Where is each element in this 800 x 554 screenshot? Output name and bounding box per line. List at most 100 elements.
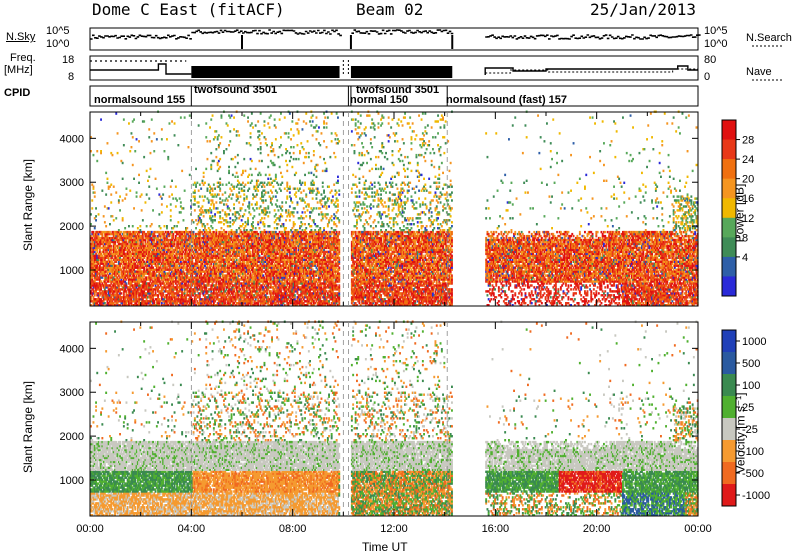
heatmap-cell: [93, 154, 95, 156]
heatmap-cell: [195, 168, 197, 170]
heatmap-cell: [91, 199, 93, 201]
heatmap-cell: [170, 209, 172, 211]
heatmap-cell: [115, 191, 117, 193]
heatmap-cell: [164, 186, 166, 188]
heatmap-cell: [112, 154, 114, 156]
nave-dotted: [343, 60, 348, 74]
heatmap-cell: [148, 186, 150, 188]
heatmap-cell: [155, 178, 157, 180]
heatmap-cell: [161, 138, 163, 140]
heatmap-cell: [98, 213, 100, 215]
heatmap-cell: [169, 195, 171, 197]
heatmap-cell: [91, 207, 93, 209]
heatmap-cell: [177, 144, 179, 146]
heatmap-cell: [136, 191, 138, 193]
heatmap-cell: [141, 209, 143, 211]
heatmap-cell: [100, 150, 102, 152]
heatmap-cell: [110, 245, 112, 247]
heatmap-cell: [174, 122, 176, 124]
heatmap-cell: [177, 221, 179, 223]
heatmap-cell: [190, 199, 192, 201]
heatmap-cell: [133, 118, 135, 120]
heatmap-cell: [162, 193, 164, 195]
heatmap-cell: [195, 219, 197, 221]
heatmap-cell: [188, 146, 190, 148]
heatmap-cell: [118, 199, 120, 201]
heatmap-cell: [93, 186, 95, 188]
heatmap-cell: [170, 219, 172, 221]
heatmap-cell: [141, 193, 143, 195]
heatmap-cell: [122, 199, 124, 201]
heatmap-cell: [105, 225, 107, 227]
heatmap-cell: [169, 122, 171, 124]
heatmap-cell: [115, 217, 117, 219]
heatmap-cell: [122, 217, 124, 219]
heatmap-cell: [124, 197, 126, 199]
heatmap-cell: [107, 142, 109, 144]
heatmap-cell: [186, 227, 188, 229]
heatmap-cell: [122, 178, 124, 180]
heatmap-cell: [119, 209, 121, 211]
heatmap-cell: [107, 182, 109, 184]
heatmap-cell: [132, 225, 134, 227]
heatmap-cell: [100, 118, 102, 120]
heatmap-cell: [117, 132, 119, 134]
heatmap-cell: [148, 197, 150, 199]
cpid-panel-frame: [90, 86, 698, 106]
heatmap-cell: [166, 205, 168, 207]
heatmap-cell: [161, 128, 163, 130]
heatmap-cell: [126, 188, 128, 190]
heatmap-cell: [151, 223, 153, 225]
heatmap-cell: [94, 195, 96, 197]
heatmap-cell: [126, 193, 128, 195]
power-heatmap: [90, 111, 699, 307]
heatmap-cell: [143, 120, 145, 122]
heatmap-cell: [172, 197, 174, 199]
heatmap-cell: [181, 170, 183, 172]
heatmap-cell: [94, 191, 96, 193]
heatmap-cell: [143, 156, 145, 158]
heatmap-cell: [193, 221, 195, 223]
heatmap-cell: [176, 199, 178, 201]
heatmap-cell: [174, 134, 176, 136]
heatmap-cell: [180, 211, 182, 213]
nsky-trace: [90, 30, 701, 39]
heatmap-cell: [96, 150, 98, 152]
heatmap-cell: [117, 152, 119, 154]
heatmap-cell: [138, 182, 140, 184]
heatmap-cell: [132, 164, 134, 166]
heatmap-cell: [171, 120, 173, 122]
heatmap-cell: [126, 282, 128, 284]
heatmap-cell: [160, 227, 162, 229]
heatmap-cell: [132, 136, 134, 138]
heatmap-cell: [95, 215, 97, 217]
heatmap-cell: [166, 138, 168, 140]
heatmap-cell: [156, 188, 158, 190]
heatmap-cell: [104, 205, 106, 207]
heatmap-cell: [194, 209, 196, 211]
heatmap-cell: [95, 219, 97, 221]
heatmap-cell: [146, 193, 148, 195]
heatmap-cell: [142, 219, 144, 221]
heatmap-cell: [94, 227, 96, 229]
heatmap-cell: [161, 203, 163, 205]
heatmap-cell: [122, 162, 124, 164]
heatmap-cell: [96, 160, 98, 162]
heatmap-cell: [123, 118, 125, 120]
heatmap-cell: [95, 207, 97, 209]
heatmap-cell: [120, 292, 122, 294]
heatmap-cell: [170, 186, 172, 188]
heatmap-cell: [184, 190, 186, 192]
heatmap-cell: [153, 132, 155, 134]
heatmap-cell: [128, 225, 130, 227]
heatmap-cell: [158, 213, 160, 215]
heatmap-cell: [148, 136, 150, 138]
heatmap-cell: [180, 116, 182, 118]
heatmap-cell: [129, 190, 131, 192]
heatmap-cell: [124, 227, 126, 229]
heatmap-cell: [128, 122, 130, 124]
heatmap-cell: [109, 223, 111, 225]
heatmap-cell: [151, 118, 153, 120]
heatmap-cell: [164, 225, 166, 227]
heatmap-cell: [131, 132, 133, 134]
